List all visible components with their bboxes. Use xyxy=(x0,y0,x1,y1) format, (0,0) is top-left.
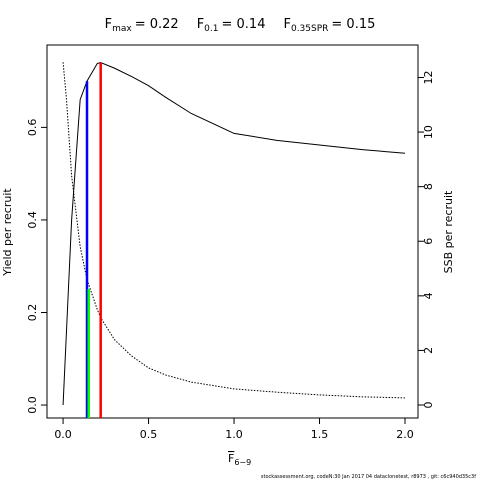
y-tick-label: 0.2 xyxy=(26,304,39,322)
y2-tick-label: 8 xyxy=(422,183,435,190)
x-label-symbol: F xyxy=(228,452,234,465)
y2-tick-label: 0 xyxy=(422,402,435,409)
y-tick-label: 0.6 xyxy=(26,119,39,137)
y2-tick-label: 6 xyxy=(422,238,435,245)
title-value: = 0.22 xyxy=(135,17,179,32)
x-tick-label: 1.0 xyxy=(225,428,243,441)
y2-tick-label: 10 xyxy=(422,125,435,139)
title-value: = 0.15 xyxy=(331,17,375,32)
title-subscript: 0.35SPR xyxy=(291,24,328,34)
y2-tick-label: 2 xyxy=(422,347,435,354)
series-line xyxy=(62,62,406,406)
y-tick-label: 0.0 xyxy=(26,396,39,414)
y2-tick-label: 4 xyxy=(422,292,435,299)
title-subscript: 0.1 xyxy=(204,24,218,34)
y-tick-label: 0.4 xyxy=(26,211,39,229)
x-label-subscript: 6−9 xyxy=(234,458,251,467)
x-tick-label: 2.0 xyxy=(396,428,414,441)
title-value: = 0.14 xyxy=(222,17,266,32)
x-tick-label: 0.0 xyxy=(54,428,72,441)
title-symbol: F xyxy=(283,17,290,32)
y2-tick-label: 12 xyxy=(422,70,435,84)
title-symbol: F xyxy=(105,17,112,32)
x-axis-label: F6−9 xyxy=(228,452,251,467)
title-subscript: max xyxy=(112,24,132,34)
series-line xyxy=(62,62,406,399)
plot-frame xyxy=(46,44,419,419)
chart-title: Fmax = 0.22 F0.1 = 0.14 F0.35SPR = 0.15 xyxy=(105,17,376,34)
y2-axis-label: SSB per recruit xyxy=(442,190,455,273)
x-tick-label: 1.5 xyxy=(311,428,329,441)
footer: stockassessment.org, codeN:30 Jan 2017 0… xyxy=(261,474,476,480)
y-axis-label: Yield per recruit xyxy=(1,188,14,277)
x-tick-label: 0.5 xyxy=(140,428,158,441)
title-symbol: F xyxy=(197,17,204,32)
